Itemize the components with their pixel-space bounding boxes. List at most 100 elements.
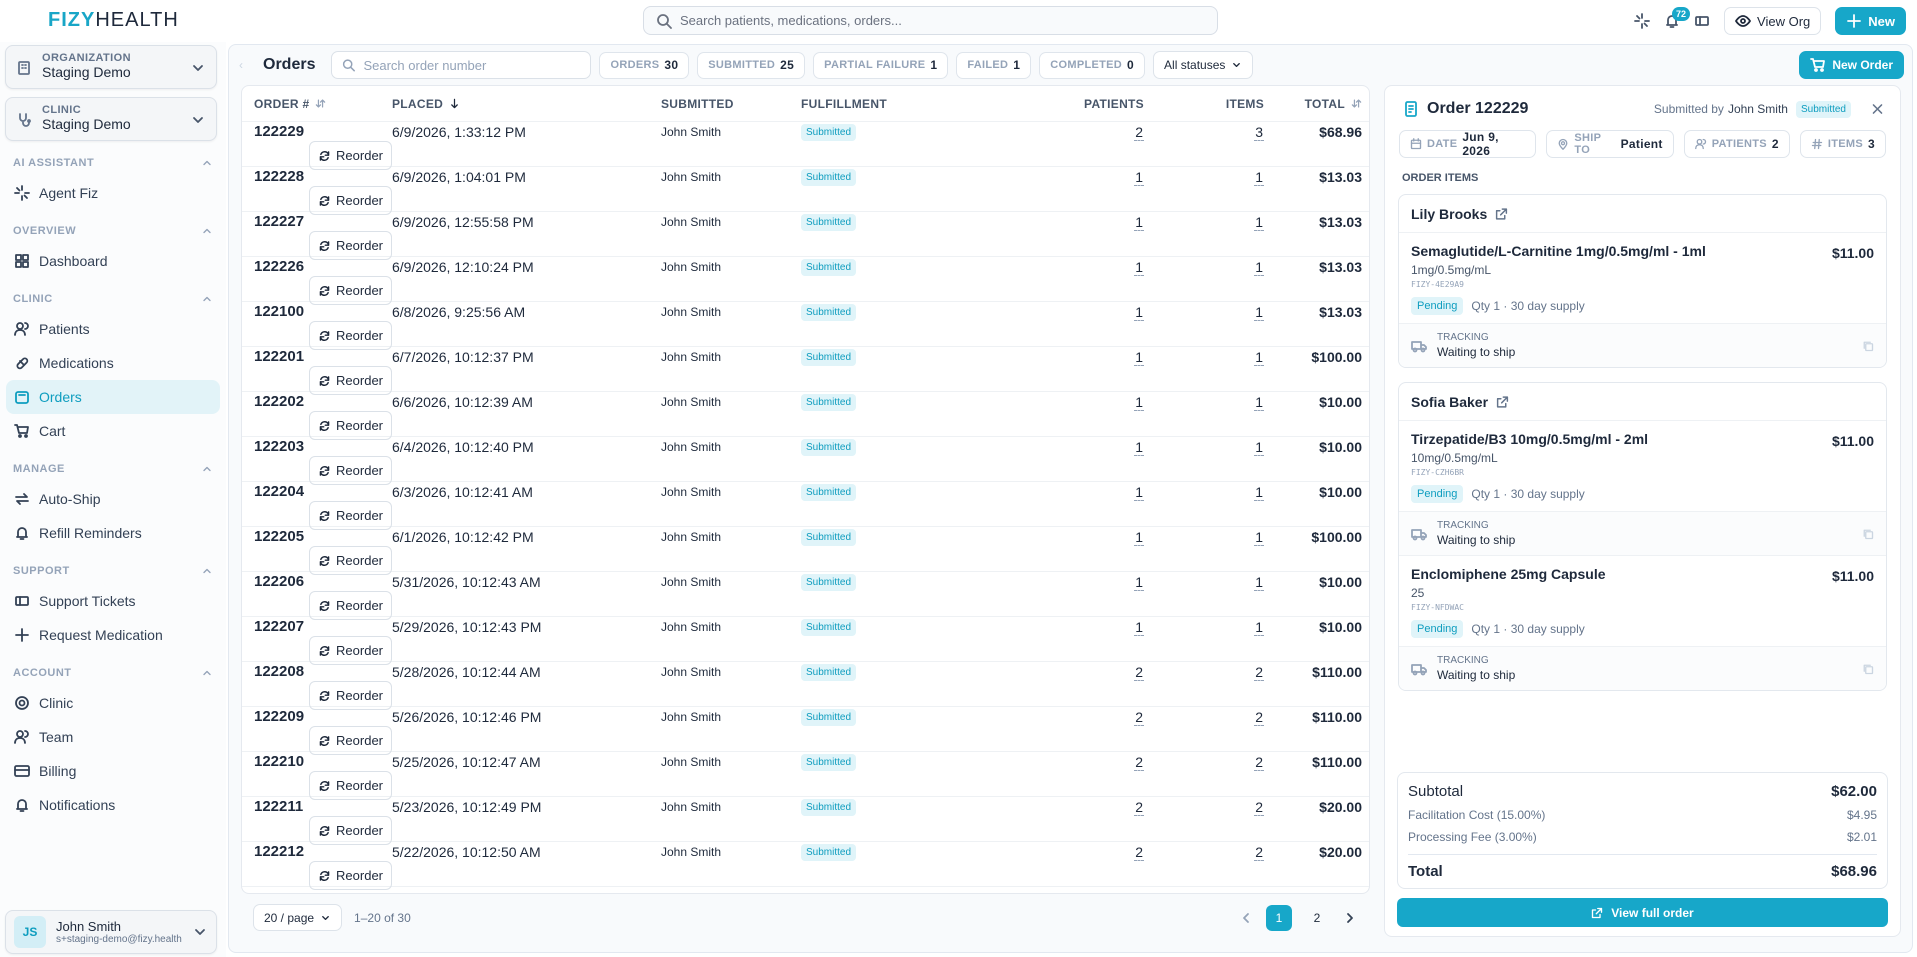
reorder-button[interactable]: Reorder xyxy=(309,816,392,845)
nav-item[interactable]: Cart xyxy=(6,414,220,448)
order-row[interactable]: 122212 5/22/2026, 10:12:50 AM John Smith Su… xyxy=(242,842,1369,890)
submitted-by: John Smith xyxy=(661,304,722,319)
count-chip[interactable]: FAILED 1 xyxy=(956,51,1032,79)
reorder-button[interactable]: Reorder xyxy=(309,186,392,215)
nav-item[interactable]: Clinic xyxy=(6,686,220,720)
submitted-by: John Smith xyxy=(661,124,722,139)
order-row[interactable]: 122205 6/1/2026, 10:12:42 PM John Smith Sub… xyxy=(242,527,1369,575)
icon[interactable] xyxy=(1871,101,1884,117)
icon[interactable] xyxy=(1495,206,1508,222)
reorder-button[interactable]: Reorder xyxy=(309,231,392,260)
section-header[interactable]: ACCOUNT xyxy=(0,660,226,686)
summary-row: Total $68.96 xyxy=(1408,854,1877,882)
section-header[interactable]: MANAGE xyxy=(0,456,226,482)
view-full-order[interactable]: View full order xyxy=(1397,898,1888,927)
icon[interactable] xyxy=(1862,526,1874,542)
icon[interactable] xyxy=(1496,394,1509,410)
nav-item[interactable]: Orders xyxy=(6,380,220,414)
section-header[interactable]: CLINIC xyxy=(0,286,226,312)
section-header[interactable]: AI ASSISTANT xyxy=(0,150,226,176)
section-header[interactable]: SUPPORT xyxy=(0,558,226,584)
icon[interactable] xyxy=(1862,338,1874,354)
patients-count: 2 xyxy=(1134,753,1144,771)
placed-date: 6/8/2026, 9:25:56 AM xyxy=(392,303,526,320)
reorder-button[interactable]: Reorder xyxy=(309,726,392,755)
order-row[interactable]: 122204 6/3/2026, 10:12:41 AM John Smith Sub… xyxy=(242,482,1369,530)
clinic-switcher[interactable]: CLINIC Staging Demo xyxy=(5,97,217,141)
order-row[interactable]: 122210 5/25/2026, 10:12:47 AM John Smith Su… xyxy=(242,752,1369,800)
reorder-button[interactable]: Reorder xyxy=(309,681,392,710)
nav-item[interactable]: Agent Fiz xyxy=(6,176,220,210)
order-row[interactable]: 122100 6/8/2026, 9:25:56 AM John Smith Subm… xyxy=(242,302,1369,350)
view-org-button[interactable]: View Org xyxy=(1724,7,1822,35)
reorder-button[interactable]: Reorder xyxy=(309,771,392,800)
page-size[interactable]: 20 / page xyxy=(253,904,343,931)
icon[interactable] xyxy=(1342,910,1358,926)
nav-item[interactable]: Support Tickets xyxy=(6,584,220,618)
nav-item[interactable]: Patients xyxy=(6,312,220,346)
user-menu[interactable]: JS John Smith s+staging-demo@fizy.health xyxy=(5,910,217,954)
column-header[interactable]: ORDER # xyxy=(254,97,392,111)
order-row[interactable]: 122207 5/29/2026, 10:12:43 PM John Smith Su… xyxy=(242,617,1369,665)
reorder-button[interactable]: Reorder xyxy=(309,411,392,440)
count-chip[interactable]: COMPLETED 0 xyxy=(1039,51,1146,79)
column-header[interactable]: TOTAL xyxy=(1264,97,1362,111)
order-row[interactable]: 122202 6/6/2026, 10:12:39 AM John Smith Sub… xyxy=(242,392,1369,440)
reorder-button[interactable]: Reorder xyxy=(309,501,392,530)
order-number: 122100 xyxy=(254,303,305,320)
nav-item[interactable]: Auto-Ship xyxy=(6,482,220,516)
icon[interactable] xyxy=(1862,661,1874,677)
global-search[interactable]: Search patients, medications, orders... xyxy=(643,6,1218,35)
order-search[interactable]: Search order number xyxy=(331,51,592,79)
fulfillment: Submitted xyxy=(801,572,1054,591)
reorder-button[interactable]: Reorder xyxy=(309,546,392,575)
order-row[interactable]: 122206 5/31/2026, 10:12:43 AM John Smith Su… xyxy=(242,572,1369,620)
nav-item[interactable]: Medications xyxy=(6,346,220,380)
icon[interactable] xyxy=(1694,13,1710,29)
reorder-button[interactable]: Reorder xyxy=(309,366,392,395)
reorder-button[interactable]: Reorder xyxy=(309,276,392,305)
new-order-button[interactable]: New Order xyxy=(1799,51,1904,79)
count-chip[interactable]: ORDERS 30 xyxy=(599,51,690,79)
new-button[interactable]: New xyxy=(1835,7,1906,35)
icon[interactable] xyxy=(1634,13,1650,29)
nav-item[interactable]: Refill Reminders xyxy=(6,516,220,550)
order-row[interactable]: 122208 5/28/2026, 10:12:44 AM John Smith Su… xyxy=(242,662,1369,710)
order-row[interactable]: 122227 6/9/2026, 12:55:58 PM John Smith Sub… xyxy=(242,212,1369,260)
icon-shape xyxy=(1410,138,1422,144)
status-filter[interactable]: All statuses xyxy=(1153,51,1254,79)
count-chip[interactable]: PARTIAL FAILURE 1 xyxy=(813,51,949,79)
reorder-button[interactable]: Reorder xyxy=(309,861,392,890)
nav-item[interactable]: Notifications xyxy=(6,788,220,822)
nav-item[interactable]: Dashboard xyxy=(6,244,220,278)
page-button[interactable]: 2 xyxy=(1313,910,1321,925)
count-chip[interactable]: SUBMITTED 25 xyxy=(697,51,806,79)
count-label: COMPLETED xyxy=(1050,59,1123,71)
organization-switcher[interactable]: ORGANIZATION Staging Demo xyxy=(5,45,217,89)
reorder-button[interactable]: Reorder xyxy=(309,591,392,620)
nav-item[interactable]: Billing xyxy=(6,754,220,788)
reorder-button[interactable]: Reorder xyxy=(309,141,392,170)
nav-item[interactable]: Team xyxy=(6,720,220,754)
column-header[interactable]: PLACED xyxy=(392,97,661,111)
submitted-by: John Smith xyxy=(661,349,722,364)
item-price: $11.00 xyxy=(1831,568,1874,584)
icon[interactable] xyxy=(1238,910,1254,926)
icon-shape xyxy=(319,780,330,791)
order-row[interactable]: 122203 6/4/2026, 10:12:40 PM John Smith Sub… xyxy=(242,437,1369,485)
reorder-button[interactable]: Reorder xyxy=(309,456,392,485)
notifications[interactable]: 72 xyxy=(1664,7,1691,29)
reorder-button[interactable]: Reorder xyxy=(309,636,392,665)
order-row[interactable]: 122209 5/26/2026, 10:12:46 PM John Smith Su… xyxy=(242,707,1369,755)
order-row[interactable]: 122211 5/23/2026, 10:12:49 PM John Smith Su… xyxy=(242,797,1369,845)
page-button[interactable]: 1 xyxy=(1266,904,1292,931)
section-header[interactable]: OVERVIEW xyxy=(0,218,226,244)
order-number: 122226 xyxy=(254,258,305,275)
reorder-button[interactable]: Reorder xyxy=(309,321,392,350)
column-title: PATIENTS xyxy=(1084,96,1144,111)
order-row[interactable]: 122228 6/9/2026, 1:04:01 PM John Smith Subm… xyxy=(242,167,1369,215)
order-row[interactable]: 122201 6/7/2026, 10:12:37 PM John Smith Sub… xyxy=(242,347,1369,395)
nav-item[interactable]: Request Medication xyxy=(6,618,220,652)
order-row[interactable]: 122229 6/9/2026, 1:33:12 PM John Smith Subm… xyxy=(242,122,1369,170)
order-row[interactable]: 122226 6/9/2026, 12:10:24 PM John Smith Sub… xyxy=(242,257,1369,305)
